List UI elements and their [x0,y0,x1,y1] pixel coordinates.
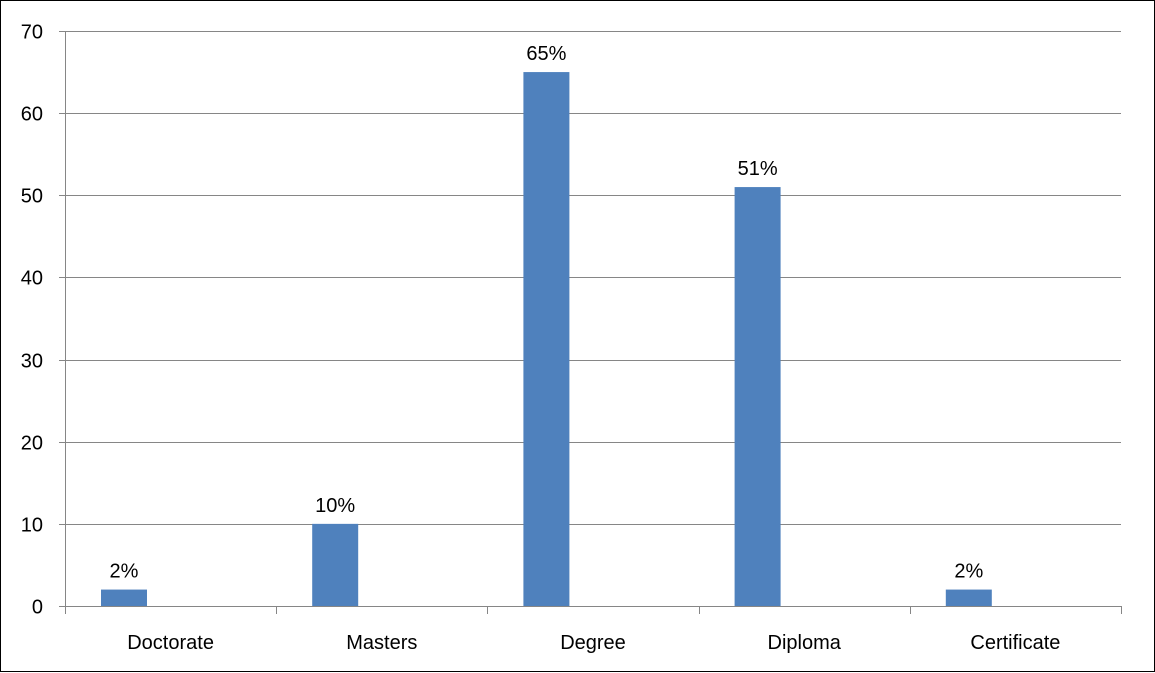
y-tick-labels: 0 10 20 30 40 50 60 70 [21,22,43,619]
bars [101,72,992,607]
x-tick-label-masters: Masters [346,632,417,654]
data-label-diploma: 51% [738,158,778,180]
y-tick-label-5: 50 [21,186,43,208]
bar-diploma [734,187,781,607]
y-tick-label-0: 0 [32,597,43,619]
y-tick-label-7: 70 [21,22,43,44]
axes [59,31,1122,614]
x-tick-label-diploma: Diploma [768,632,842,654]
y-tick-label-1: 10 [21,515,43,537]
data-label-doctorate: 2% [110,561,139,583]
bar-certificate [945,589,992,606]
data-label-masters: 10% [315,495,355,517]
y-tick-label-4: 40 [21,268,43,290]
x-tick-labels: Doctorate Masters Degree Diploma Certificate [127,632,1060,654]
y-tick-label-6: 60 [21,104,43,126]
bar-degree [523,72,570,607]
data-label-certificate: 2% [954,561,983,583]
y-tick-label-2: 20 [21,433,43,455]
data-labels: 2% 10% 65% 51% 2% [110,43,984,583]
x-tick-label-doctorate: Doctorate [127,632,214,654]
gridlines [65,31,1121,525]
bar-doctorate [101,589,147,606]
x-tick-label-degree: Degree [560,632,626,654]
y-tick-label-3: 30 [21,351,43,373]
x-tick-label-certificate: Certificate [970,632,1060,654]
bar-masters [312,523,359,606]
data-label-degree: 65% [526,43,566,65]
